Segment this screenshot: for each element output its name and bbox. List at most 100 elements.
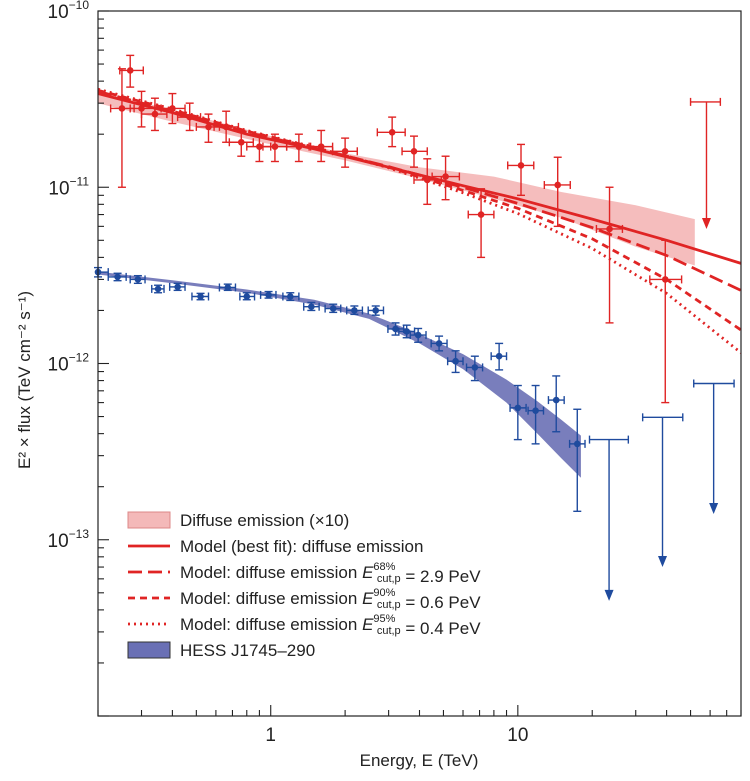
data-point-0-1	[119, 54, 144, 88]
legend-label: Diffuse emission (×10)	[180, 511, 349, 530]
data-point-marker	[351, 307, 358, 314]
y-tick-label: 10−11	[48, 174, 89, 199]
legend-label: Model: diffuse emission E95% cut,p = 0.4 …	[180, 613, 481, 638]
data-point-marker	[118, 105, 126, 112]
model-line-solid	[98, 92, 741, 265]
data-point-marker	[435, 340, 443, 347]
legend-label: Model (best fit): diffuse emission	[180, 537, 423, 556]
data-point-marker	[243, 293, 251, 300]
legend-swatch	[127, 641, 171, 659]
legend-item-3: Model: diffuse emission E90% cut,p = 0.6 …	[128, 587, 481, 612]
data-point-marker	[114, 273, 121, 281]
data-point-marker	[186, 113, 193, 121]
legend-item-0: Diffuse emission (×10)	[127, 511, 349, 530]
y-tick-label: 10−12	[48, 351, 90, 376]
data-point-0-2	[129, 90, 156, 128]
data-point-marker	[388, 129, 396, 136]
legend-swatch	[127, 511, 171, 529]
data-point-marker	[495, 352, 503, 360]
data-point-0-15	[401, 135, 428, 168]
data-point-marker	[442, 173, 449, 180]
data-point-0-22	[649, 239, 683, 404]
x-axis-label: Energy, E (TeV)	[360, 751, 479, 770]
data-point-marker	[134, 276, 142, 283]
data-point-0-23	[689, 97, 722, 229]
data-point-0-18	[467, 188, 495, 259]
legend-item-4: Model: diffuse emission E95% cut,p = 0.4 …	[128, 613, 481, 638]
data-point-1-17	[430, 335, 448, 352]
data-point-0-12	[308, 129, 334, 163]
data-point-1-4	[168, 282, 186, 292]
data-point-0-20	[543, 156, 571, 228]
data-point-marker	[392, 325, 399, 333]
data-point-marker	[295, 143, 303, 150]
data-point-1-7	[239, 292, 256, 301]
data-point-marker	[341, 147, 349, 155]
data-point-marker	[154, 285, 162, 293]
data-point-1-13	[367, 305, 385, 316]
data-point-marker	[423, 176, 431, 184]
data-point-1-0	[94, 266, 109, 278]
model-line-dot	[98, 87, 741, 354]
data-point-1-22	[527, 384, 545, 445]
data-point-marker	[573, 440, 581, 448]
data-point-0-13	[331, 137, 358, 168]
data-point-1-14	[387, 322, 405, 336]
data-point-marker	[317, 143, 325, 150]
data-point-marker	[308, 303, 315, 311]
data-point-1-9	[282, 292, 300, 302]
data-point-1-8	[259, 290, 277, 299]
data-point-marker	[271, 143, 279, 150]
x-tick-label: 10	[507, 725, 528, 746]
data-point-marker	[414, 331, 422, 339]
data-point-1-1	[107, 272, 127, 282]
upper-limit-arrow	[604, 589, 614, 601]
legend-item-5: HESS J1745–290	[127, 641, 315, 660]
legend: Diffuse emission (×10) Model (best fit): …	[127, 511, 481, 660]
data-point-marker	[532, 407, 539, 414]
data-point-marker	[256, 143, 263, 150]
data-point-1-12	[346, 305, 364, 316]
data-point-0-10	[262, 133, 288, 163]
data-point-1-18	[446, 350, 464, 374]
data-point-marker	[224, 284, 232, 291]
legend-item-2: Model: diffuse emission E68% cut,p = 2.9 …	[128, 561, 481, 586]
data-point-1-26	[641, 413, 684, 568]
upper-limit-arrow	[709, 502, 719, 514]
data-points-layer	[94, 54, 735, 601]
bands-layer	[98, 91, 695, 478]
data-point-marker	[265, 291, 272, 299]
data-point-marker	[237, 138, 245, 146]
data-point-1-3	[151, 284, 165, 294]
data-point-marker	[151, 110, 159, 118]
data-point-1-25	[588, 435, 630, 601]
data-point-marker	[403, 328, 410, 335]
data-point-marker	[372, 307, 380, 314]
data-point-1-20	[490, 342, 508, 371]
legend-item-1: Model (best fit): diffuse emission	[128, 537, 423, 556]
data-point-0-3	[140, 97, 168, 132]
data-point-marker	[286, 293, 294, 300]
y-tick-label: 10−13	[48, 527, 90, 552]
data-point-marker	[517, 162, 525, 169]
data-point-marker	[169, 105, 176, 112]
data-point-marker	[554, 181, 562, 189]
data-point-1-6	[218, 283, 237, 292]
legend-label: HESS J1745–290	[180, 641, 315, 660]
data-point-marker	[471, 364, 479, 371]
legend-label: Model: diffuse emission E68% cut,p = 2.9 …	[180, 561, 481, 586]
upper-limit-arrow	[658, 556, 668, 568]
data-point-marker	[410, 147, 418, 155]
data-point-1-11	[324, 303, 342, 314]
data-point-0-4	[160, 92, 186, 125]
data-point-1-23	[547, 375, 565, 433]
data-point-0-17	[431, 155, 461, 201]
data-point-0-16	[413, 158, 442, 206]
data-point-1-2	[129, 274, 146, 285]
data-point-marker	[197, 293, 204, 300]
data-point-0-11	[285, 133, 312, 163]
axes-layer: 1 10 10−10 10−11 10−12 10−13	[48, 0, 742, 746]
data-point-0-7	[213, 110, 240, 143]
data-point-0-14	[376, 116, 406, 148]
